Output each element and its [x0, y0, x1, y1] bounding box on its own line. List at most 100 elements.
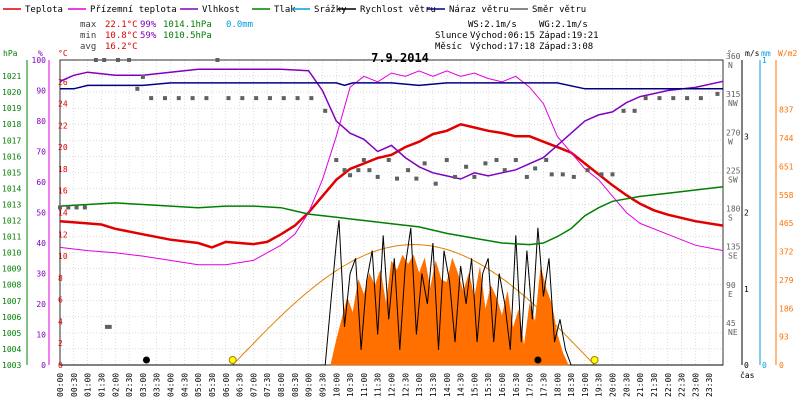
solar-tick-label: 744 — [779, 134, 794, 143]
wind-direction-point — [281, 96, 286, 101]
wind-direction-point — [204, 96, 209, 101]
pressure-tick-label: 1015 — [2, 168, 21, 177]
legend-label: Teplota — [25, 5, 63, 15]
pressure-tick-label: 1005 — [2, 329, 21, 338]
humidity-line — [59, 68, 724, 180]
info-sun-label: Slunce — [435, 31, 468, 41]
x-tick-label: 14:30 — [457, 373, 466, 397]
stat-max-rain: 0.0mm — [226, 20, 253, 30]
ground-temperature-line — [59, 70, 724, 266]
sun-curve-line — [232, 243, 595, 366]
unit-mm: mm — [761, 49, 771, 58]
stat-max-hum: 99% — [140, 20, 157, 30]
x-tick-label: 18:30 — [567, 373, 576, 397]
wind-direction-point — [334, 157, 339, 162]
x-tick-label: 06:30 — [236, 373, 245, 397]
wind-direction-point — [116, 58, 121, 62]
humidity-tick-label: 50 — [36, 209, 46, 218]
x-tick-label: 17:00 — [526, 373, 535, 397]
unit-deg: ° — [727, 49, 732, 58]
wind-direction-point — [356, 168, 361, 173]
stat-max-press: 1014.1hPa — [163, 20, 212, 30]
wind-direction-point — [267, 96, 272, 101]
pressure-tick-label: 1020 — [2, 88, 21, 97]
wind-direction-point — [671, 96, 676, 101]
info-moon-set: Západ:3:08 — [539, 42, 593, 52]
wind-direction-point — [162, 96, 167, 101]
solar-tick-label: 93 — [779, 333, 789, 342]
wind-direction-point — [632, 108, 637, 113]
wind-direction-point — [610, 172, 615, 177]
wind-direction-point — [464, 164, 469, 169]
sun-marker — [228, 356, 237, 364]
pressure-tick-label: 1019 — [2, 104, 21, 113]
wind-direction-point — [104, 324, 109, 329]
x-tick-label: 14:00 — [443, 373, 452, 397]
humidity-tick-label: 10 — [36, 331, 46, 340]
axes: 1003100410051006100710081009101010111012… — [2, 52, 794, 370]
x-tick-label: 01:30 — [97, 373, 106, 397]
info-block: WS:2.1m/s WG:2.1m/s Slunce Východ:06:15 … — [435, 20, 599, 52]
wind-direction-point — [254, 96, 259, 101]
x-tick-label: 03:30 — [153, 373, 162, 397]
x-tick-label: 18:00 — [553, 373, 562, 397]
wind-tick-label: 2 — [744, 209, 749, 218]
x-tick-label: 10:00 — [332, 373, 341, 397]
pressure-tick-label: 1009 — [2, 265, 21, 274]
legend-label: Rychlost větru — [360, 5, 436, 15]
humidity-tick-label: 70 — [36, 148, 46, 157]
x-tick-label: 22:00 — [664, 373, 673, 397]
wind-direction-point — [685, 96, 690, 101]
legend: Teplota Přízemní teplota Vlhkost Tlak Srážky… — [3, 5, 586, 15]
wind-tick-label: 1 — [744, 285, 749, 294]
unit-ms: m/s — [745, 49, 760, 58]
wind-tick-label: 0 — [744, 361, 749, 370]
plot-area — [58, 58, 724, 366]
direction-tick-value: 315 — [726, 90, 741, 99]
wind-direction-point — [323, 108, 328, 113]
x-tick-label: 22:30 — [678, 373, 687, 397]
x-tick-label: 07:00 — [249, 373, 258, 397]
wind-direction-point — [560, 172, 565, 177]
pressure-tick-label: 1018 — [2, 120, 21, 129]
wind-direction-point — [82, 205, 87, 210]
x-tick-label: 20:30 — [622, 373, 631, 397]
wind-direction-point — [135, 86, 140, 91]
x-tick-label: 21:00 — [636, 373, 645, 397]
humidity-tick-label: 60 — [36, 178, 46, 187]
grid — [59, 59, 724, 366]
wind-direction-point — [386, 157, 391, 162]
x-tick-label: 13:30 — [429, 373, 438, 397]
wind-direction-point — [524, 174, 529, 179]
x-tick-label: 19:30 — [595, 373, 604, 397]
wind-direction-point — [585, 168, 590, 173]
solar-tick-label: 279 — [779, 276, 794, 285]
stat-min-hum: 59% — [140, 31, 157, 41]
wind-direction-point — [295, 96, 300, 101]
humidity-tick-label: 40 — [36, 239, 46, 248]
solar-tick-label: 651 — [779, 162, 794, 171]
wind-direction-point — [472, 174, 477, 179]
pressure-tick-label: 1011 — [2, 233, 21, 242]
stat-max-temp: 22.1°C — [105, 20, 138, 30]
chart-title: 7.9.2014 — [371, 51, 429, 65]
x-tick-label: 00:00 — [56, 373, 65, 397]
wind-direction-point — [107, 324, 112, 329]
humidity-tick-label: 90 — [36, 87, 46, 96]
wind-direction-point — [513, 157, 518, 162]
wind-direction-point — [102, 58, 107, 62]
direction-tick-label: NW — [728, 99, 738, 108]
x-tick-label: 02:30 — [125, 373, 134, 397]
direction-tick-value: 270 — [726, 128, 741, 137]
legend-label: Tlak — [274, 5, 296, 15]
wind-direction-point — [715, 91, 720, 96]
pressure-tick-label: 1016 — [2, 152, 21, 161]
wind-direction-point — [549, 172, 554, 177]
x-tick-label: 21:30 — [650, 373, 659, 397]
pressure-tick-label: 1012 — [2, 217, 21, 226]
x-tick-label: 04:00 — [167, 373, 176, 397]
stats-block: max 22.1°C 99% 1014.1hPa 0.0mm min 10.8°… — [80, 20, 253, 52]
wind-direction-point — [544, 157, 549, 162]
x-axis: 00:00 00:30 01:00 01:30 02:00 02:30 03:00 03:30… — [56, 373, 714, 397]
